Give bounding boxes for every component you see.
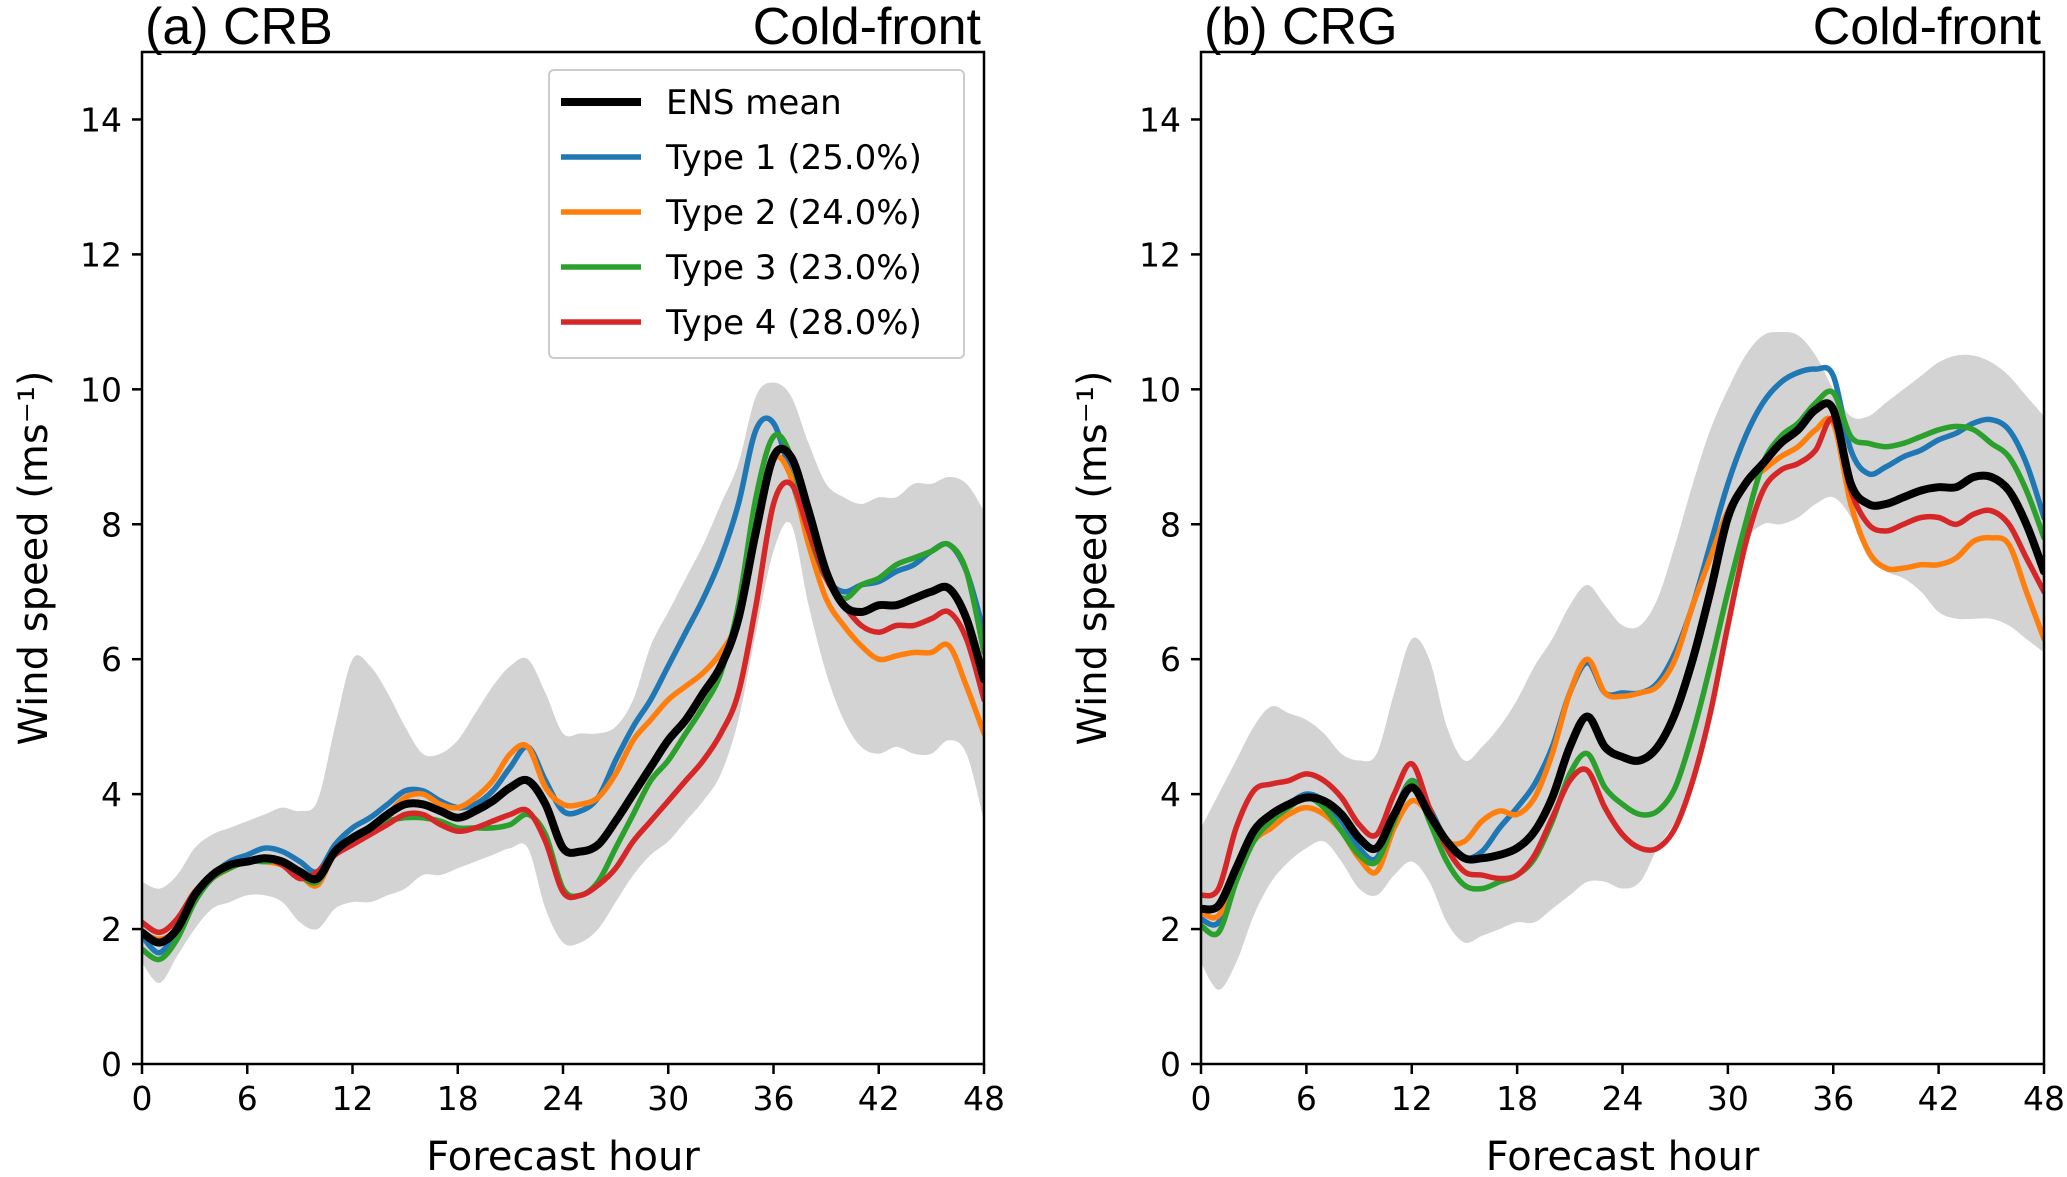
series-lines-layer [142,415,984,963]
y-tick-layer: 0 2 4 6 8 10 12 14 [1139,100,1201,1084]
spread-band-layer [142,382,984,984]
y-tick-label: 4 [101,775,122,814]
series-line-type-1 [142,415,984,956]
y-tick-label: 8 [1160,505,1181,544]
panel-title-right: Cold-front [1813,0,2042,56]
y-tick-label: 12 [1139,235,1181,274]
x-tick-label: 18 [1496,1079,1538,1118]
x-tick-label: 12 [332,1079,374,1118]
x-tick-label: 30 [647,1079,689,1118]
legend-entry-label: ENS mean [666,83,842,123]
y-tick-label: 14 [80,100,122,139]
y-tick-label: 4 [1160,775,1181,814]
legend-entry-label: Type 4 (28.0%) [665,303,922,343]
panel-title-left: (b) CRG [1204,0,1398,56]
y-tick-label: 12 [80,235,122,274]
y-tick-label: 2 [1160,910,1181,949]
x-tick-label: 48 [2023,1079,2065,1118]
x-tick-label: 36 [753,1079,795,1118]
x-tick-label: 0 [132,1079,153,1118]
x-tick-label: 42 [1918,1079,1960,1118]
y-tick-layer: 0 2 4 6 8 10 12 14 [80,100,142,1084]
y-tick-label: 10 [1139,370,1181,409]
series-line-type-1 [1201,364,2044,928]
panel-title-right: Cold-front [753,0,982,56]
x-tick-label: 42 [858,1079,900,1118]
y-tick-label: 8 [101,505,122,544]
x-tick-label: 24 [1602,1079,1644,1118]
y-tick-label: 0 [101,1045,122,1084]
series-lines-layer [1201,364,2044,938]
x-tick-label: 48 [963,1079,1005,1118]
y-tick-label: 10 [80,370,122,409]
y-tick-label: 6 [101,640,122,679]
x-tick-label: 24 [542,1079,584,1118]
legend-entry-label: Type 3 (23.0%) [665,248,922,288]
x-tick-label: 30 [1707,1079,1749,1118]
ensemble-spread-band [142,382,984,984]
x-tick-label: 6 [1296,1079,1317,1118]
x-tick-label: 0 [1191,1079,1212,1118]
x-axis-label: Forecast hour [426,1134,700,1177]
y-tick-label: 2 [101,910,122,949]
series-line-ens-mean [142,444,984,947]
y-tick-label: 6 [1160,640,1181,679]
x-tick-label: 12 [1391,1079,1433,1118]
y-tick-label: 0 [1160,1045,1181,1084]
ensemble-spread-band [1201,331,2044,990]
x-tick-layer: 0 6 12 18 24 30 36 42 48 [132,1064,1005,1118]
y-tick-label: 14 [1139,100,1181,139]
y-axis-label: Wind speed (ms⁻¹) [1070,371,1116,746]
legend-box [548,69,965,359]
y-axis-label: Wind speed (ms⁻¹) [11,371,57,746]
series-line-type-4 [1201,416,2044,899]
x-axis-label: Forecast hour [1486,1134,1760,1177]
legend-entry-label: Type 2 (24.0%) [665,193,922,233]
x-tick-layer: 0 6 12 18 24 30 36 42 48 [1191,1064,2065,1118]
legend-entry-label: Type 1 (25.0%) [665,138,922,178]
x-tick-label: 18 [437,1079,479,1118]
series-line-ens-mean [1201,399,2044,914]
panel-title-left: (a) CRB [145,0,333,56]
x-tick-label: 36 [1812,1079,1854,1118]
x-tick-label: 6 [237,1079,258,1118]
series-line-type-3 [1201,388,2044,938]
spread-band-layer [1201,331,2044,990]
legend: ENS mean Type 1 (25.0%) Type 2 (24.0%) Type… [548,69,965,359]
